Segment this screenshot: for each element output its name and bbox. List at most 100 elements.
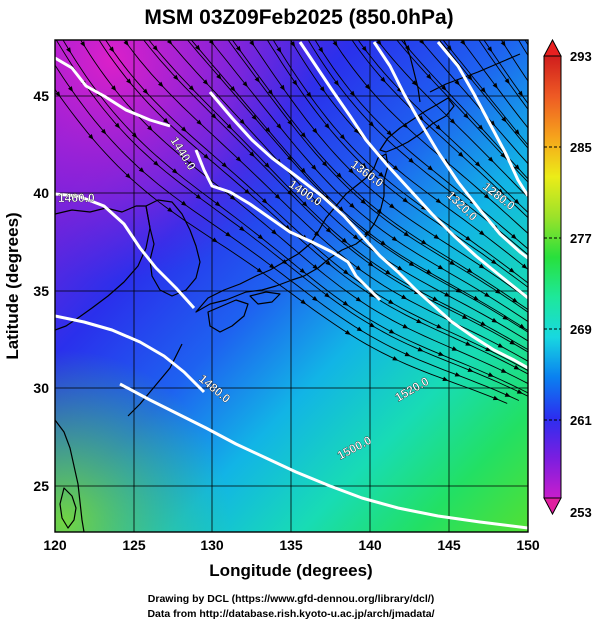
y-tick-label: 30 (33, 380, 49, 396)
wind-arrowhead (417, 347, 424, 352)
wind-arrowhead (385, 269, 392, 275)
wind-arrowhead (239, 226, 245, 232)
wind-arrowhead (361, 162, 367, 169)
wind-arrowhead (500, 152, 506, 159)
x-axis-label: Longitude (degrees) (209, 561, 372, 580)
wind-arrowhead (460, 40, 466, 46)
wind-arrowhead (276, 123, 282, 130)
wind-arrowhead (355, 296, 362, 302)
wind-arrowhead (442, 376, 449, 381)
wind-arrowhead (332, 40, 338, 47)
wind-arrowhead (313, 198, 319, 204)
wind-arrowhead (300, 299, 307, 305)
wind-arrowhead (271, 229, 277, 235)
wind-arrowhead (484, 292, 491, 298)
wind-arrowhead (514, 129, 520, 136)
coastline-kyushu-shikoku (207, 291, 281, 333)
wind-arrowhead (501, 116, 507, 123)
x-tick-label: 150 (516, 537, 540, 553)
wind-arrowhead (497, 343, 504, 348)
wind-arrowhead (147, 125, 153, 131)
wind-arrowhead (202, 79, 209, 85)
wind-streamline (55, 64, 520, 401)
wind-arrowhead (467, 367, 474, 372)
wind-arrowhead (264, 162, 270, 169)
wind-arrowhead (325, 260, 332, 266)
wind-arrowhead (324, 123, 330, 129)
x-tick-label: 130 (200, 537, 224, 553)
wind-arrowhead (355, 265, 362, 271)
wind-arrowhead (323, 195, 330, 201)
wind-streamline (272, 40, 528, 284)
contour-1520 (55, 314, 206, 394)
wind-streamline (62, 40, 528, 394)
wind-arrowhead (378, 171, 384, 178)
contour-1320 (372, 41, 528, 260)
x-tick-label: 145 (437, 537, 461, 553)
wind-arrowhead (138, 167, 145, 173)
x-tick-label: 125 (122, 537, 146, 553)
wind-streamline (314, 40, 528, 250)
coastline-kuril-sakhalin (403, 40, 521, 103)
wind-arrowhead (391, 236, 398, 242)
wind-arrowhead (380, 240, 387, 246)
contour-label-1460: 1460.0 (58, 191, 95, 205)
wind-arrowhead (454, 79, 460, 86)
wind-arrowhead (211, 237, 218, 243)
wind-arrowhead (408, 261, 415, 267)
wind-arrowhead (368, 121, 375, 127)
wind-arrowhead (388, 329, 395, 334)
wind-arrowhead (349, 202, 355, 209)
wind-arrowhead (158, 81, 164, 88)
wind-arrowhead (404, 351, 411, 357)
wind-arrowhead (68, 86, 74, 92)
wind-arrowhead (401, 294, 408, 300)
wind-arrowhead (462, 314, 468, 319)
contour-1480 (55, 56, 171, 128)
wind-arrowhead (491, 259, 497, 265)
wind-arrowhead (437, 264, 444, 270)
wind-streamline (123, 40, 528, 362)
wind-streamline (547, 18, 552, 26)
colorbar-label: 269 (570, 322, 592, 337)
wind-arrowhead (480, 321, 487, 326)
wind-arrowhead (466, 268, 473, 273)
wind-arrowhead (500, 368, 507, 373)
wind-arrowhead (517, 90, 523, 97)
wind-arrowhead (435, 124, 442, 131)
wind-arrowhead (257, 234, 264, 240)
wind-streamline (332, 40, 528, 234)
wind-arrowhead (325, 227, 332, 233)
y-tick-label: 45 (33, 88, 49, 104)
wind-streamline (231, 40, 528, 311)
x-tick-label: 135 (279, 537, 303, 553)
wind-arrowhead (208, 40, 214, 45)
wind-arrowhead (403, 231, 410, 237)
wind-arrowhead (509, 339, 516, 345)
wind-arrowhead (322, 161, 328, 167)
wind-arrowhead (336, 172, 342, 179)
wind-arrowhead (123, 40, 129, 46)
wind-arrowhead (88, 134, 94, 140)
wind-arrowhead (467, 74, 473, 81)
wind-arrowhead (502, 315, 509, 320)
colorbar-label: 277 (570, 231, 592, 246)
wind-arrowhead (397, 265, 403, 271)
wind-arrowhead (195, 194, 202, 200)
wind-arrowhead (451, 346, 458, 351)
wind-arrowhead (432, 296, 439, 302)
wind-arrowhead (513, 198, 520, 205)
wind-streamline (190, 40, 528, 332)
plot-area: 1440.0 1400.0 1360.0 1320.0 1280.0 1460.… (55, 18, 552, 532)
wind-arrowhead (235, 45, 241, 52)
wind-arrowhead (504, 392, 511, 397)
wind-arrowhead (438, 351, 445, 356)
wind-arrowhead (475, 161, 481, 167)
wind-arrowhead (187, 161, 194, 167)
wind-arrowhead (318, 47, 324, 53)
wind-arrowhead (516, 389, 523, 394)
wind-arrowhead (426, 73, 432, 80)
wind-arrowhead (312, 296, 318, 302)
wind-arrowhead (333, 80, 339, 86)
wind-arrowhead (441, 85, 447, 91)
